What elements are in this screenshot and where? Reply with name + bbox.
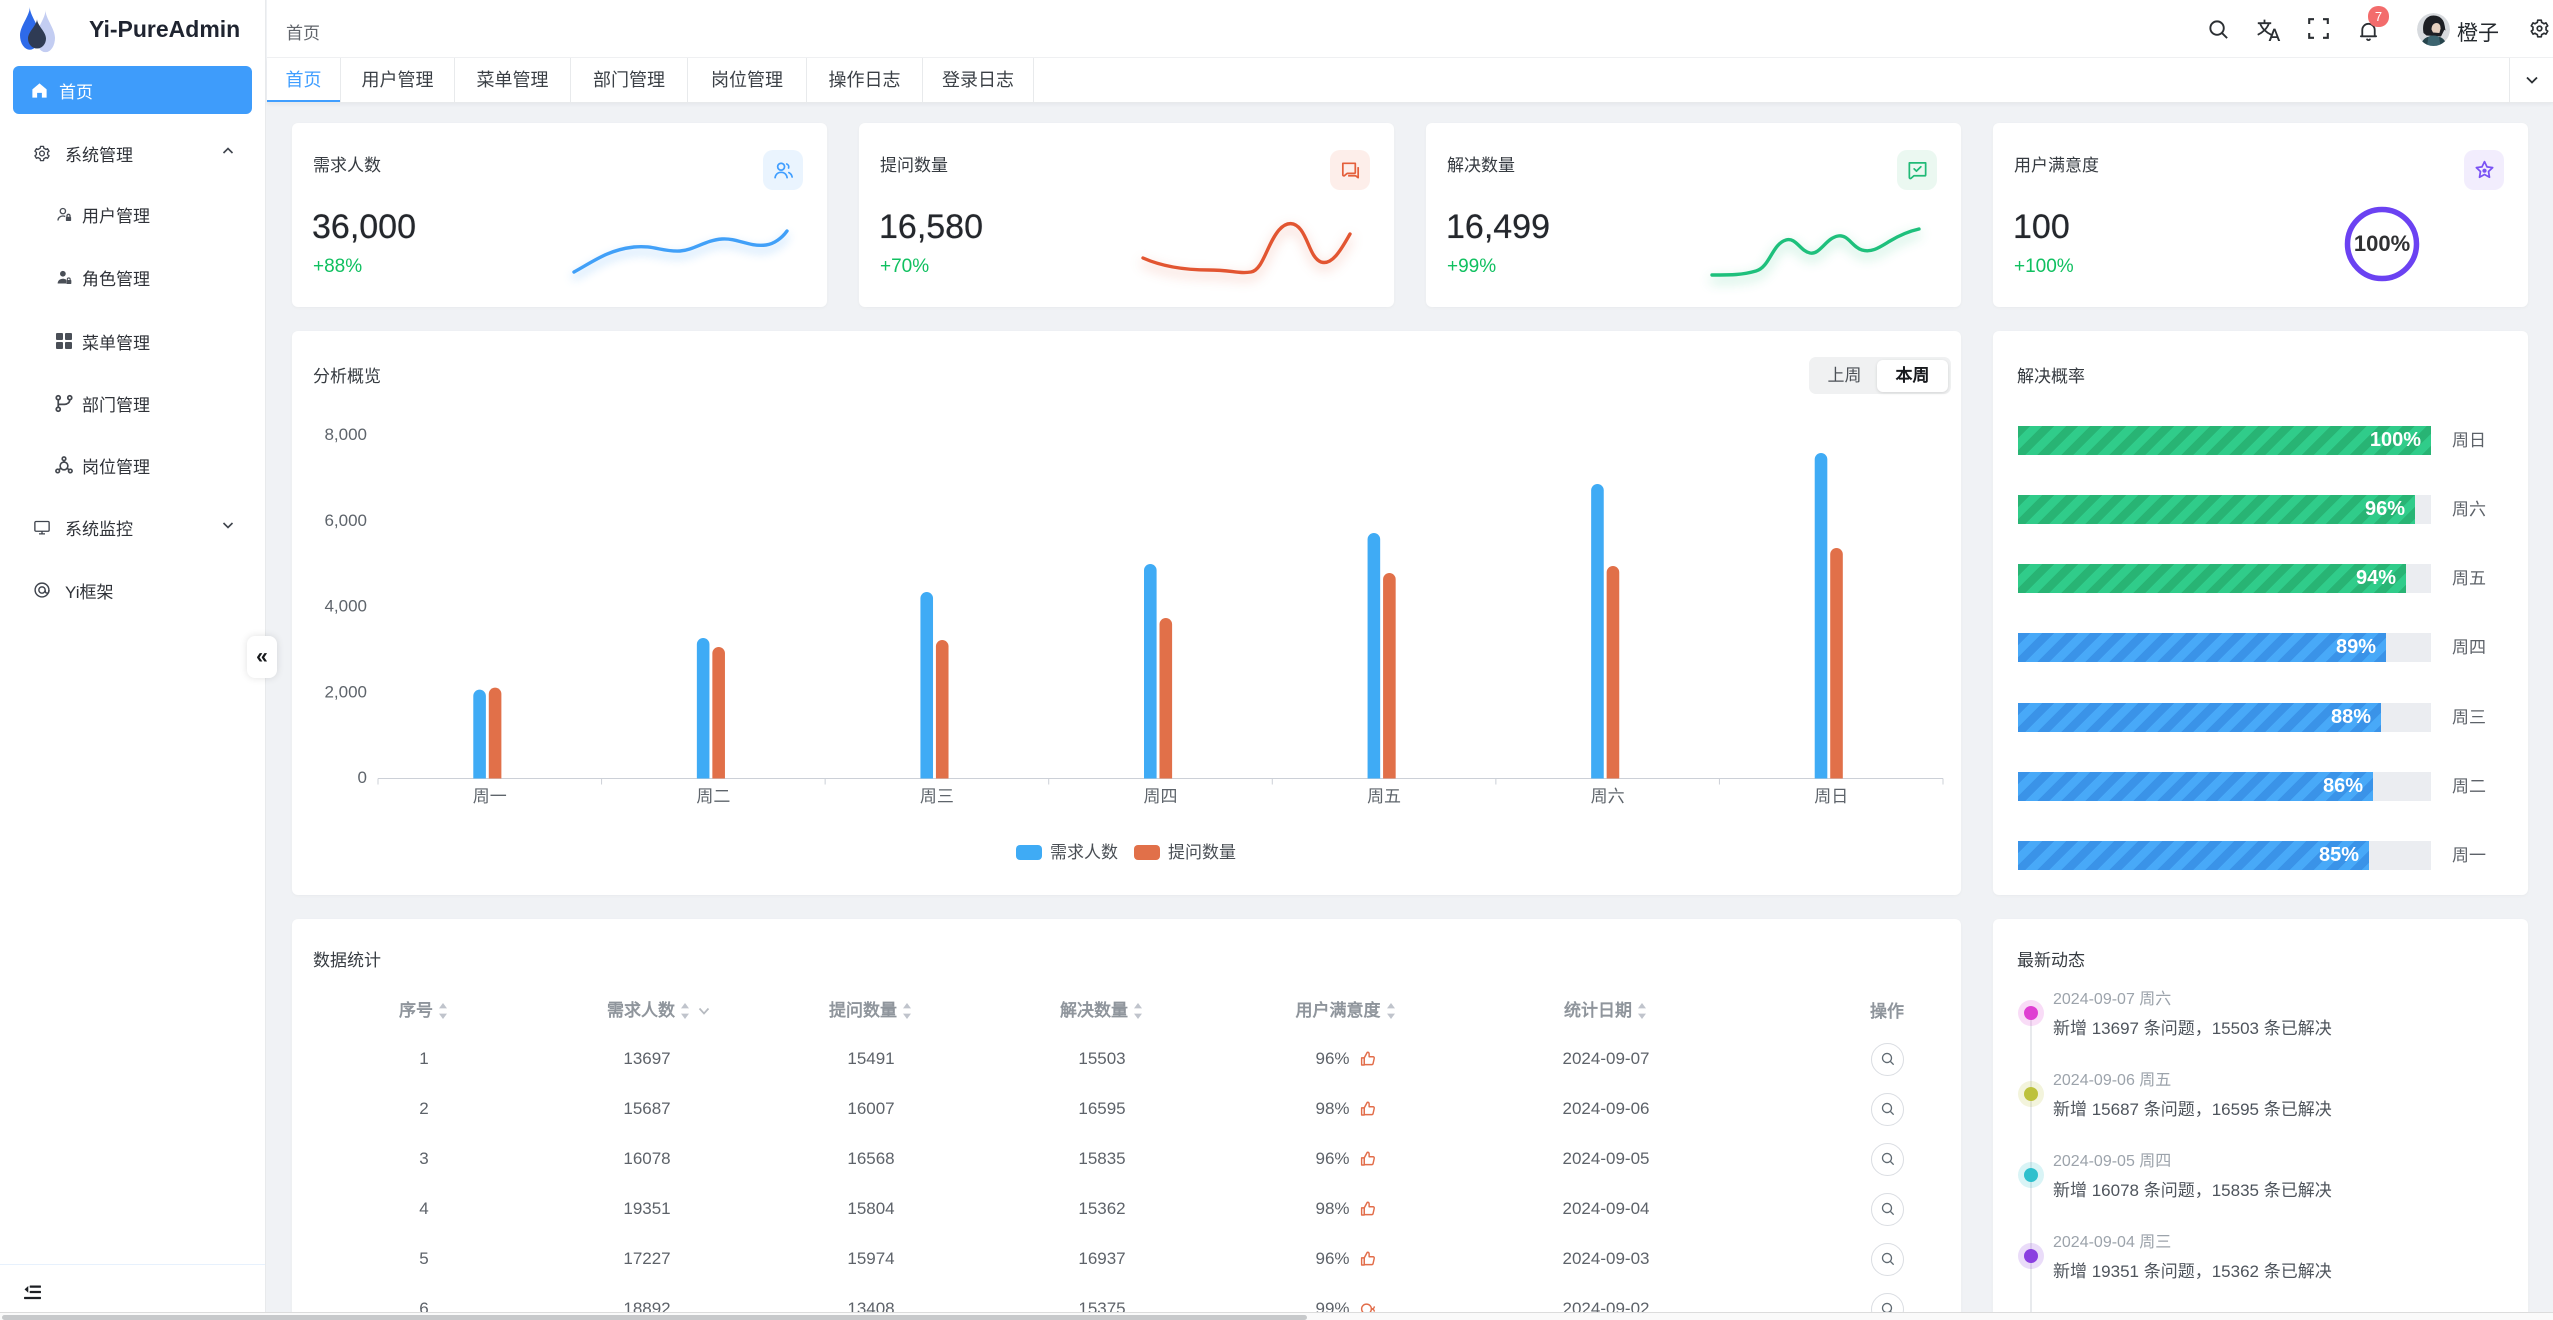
svg-text:周五: 周五 [1367,787,1401,806]
svg-text:需求人数: 需求人数 [1050,843,1118,862]
svg-text:2,000: 2,000 [324,682,367,701]
svg-text:周二: 周二 [696,787,730,806]
svg-text:4,000: 4,000 [324,597,367,616]
svg-text:周三: 周三 [920,787,954,806]
svg-text:周一: 周一 [473,787,507,806]
svg-text:周四: 周四 [1144,787,1178,806]
svg-text:6,000: 6,000 [324,511,367,530]
svg-text:0: 0 [358,768,367,787]
svg-text:100%: 100% [2354,231,2410,256]
svg-text:提问数量: 提问数量 [1168,843,1236,862]
svg-text:周六: 周六 [1591,787,1625,806]
svg-text:周日: 周日 [1814,787,1848,806]
svg-text:8,000: 8,000 [324,425,367,444]
